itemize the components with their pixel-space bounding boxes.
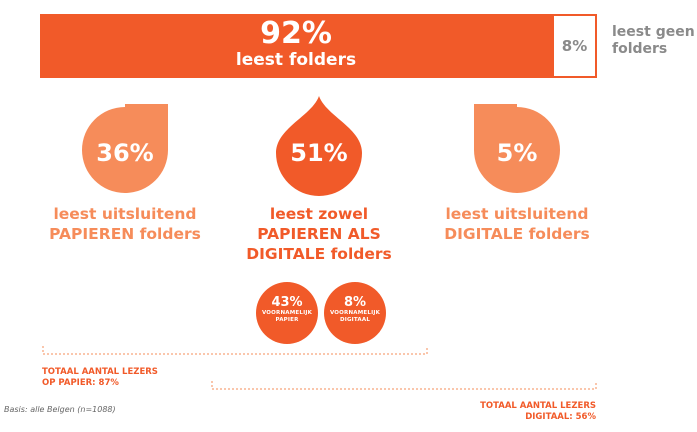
total-paper-line2: OP PAPIER: 87% xyxy=(42,378,119,388)
drop-both-percentage: 51% xyxy=(290,139,348,167)
label-digital-only-line1: leest uitsluitend xyxy=(445,205,589,223)
label-both: leest zowel PAPIEREN ALS DIGITALE folder… xyxy=(222,204,416,264)
label-both-line2: PAPIEREN ALS xyxy=(257,225,381,243)
bracket-digital-total xyxy=(211,381,597,390)
drop-paper-only xyxy=(82,104,168,193)
bar-segment-non-readers: 8% xyxy=(552,14,597,78)
bar-segment-readers xyxy=(40,14,552,78)
circle-mainly-digital-line2: DIGITAAL xyxy=(339,317,371,323)
basis-note: Basis: alle Belgen (n=1088) xyxy=(4,405,116,414)
circle-mainly-paper-percentage: 43% xyxy=(271,295,303,310)
circle-mainly-paper-line2: PAPIER xyxy=(275,317,299,323)
circle-mainly-paper: 43% VOORNAMELIJK PAPIER xyxy=(256,282,318,344)
circle-mainly-digital: 8% VOORNAMELIJK DIGITAAL xyxy=(324,282,386,344)
total-digital-label: TOTAAL AANTAL LEZERS DIGITAAL: 56% xyxy=(440,401,596,423)
bar-readers-label: leest folders xyxy=(235,50,357,70)
label-paper-only-line2: PAPIEREN folders xyxy=(49,225,201,243)
drop-digital-only-percentage: 5% xyxy=(496,139,538,167)
drop-both xyxy=(276,96,362,196)
circle-mainly-digital-line1: VOORNAMELIJK xyxy=(329,310,381,316)
label-both-line1: leest zowel xyxy=(269,205,369,223)
label-digital-only-line2: DIGITALE folders xyxy=(444,225,590,243)
total-digital-line2: DIGITAAL: 56% xyxy=(525,412,596,422)
total-digital-line1: TOTAAL AANTAL LEZERS xyxy=(480,401,596,411)
non-readers-label-line2: folders xyxy=(612,41,668,57)
non-readers-label-line1: leest geen xyxy=(612,24,695,40)
non-readers-label: leest geen folders xyxy=(612,24,695,58)
circle-mainly-paper-line1: VOORNAMELIJK xyxy=(261,310,313,316)
drop-paper-only-percentage: 36% xyxy=(96,139,154,167)
bracket-paper-total xyxy=(42,346,428,355)
total-paper-line1: TOTAAL AANTAL LEZERS xyxy=(42,367,158,377)
total-paper-label: TOTAAL AANTAL LEZERS OP PAPIER: 87% xyxy=(42,367,158,389)
label-paper-only: leest uitsluitend PAPIEREN folders xyxy=(30,204,220,244)
label-both-line3: DIGITALE folders xyxy=(246,245,392,263)
drop-digital-only xyxy=(474,104,560,193)
bar-readers-percentage: 92% xyxy=(260,16,332,51)
label-paper-only-line1: leest uitsluitend xyxy=(53,205,197,223)
label-digital-only: leest uitsluitend DIGITALE folders xyxy=(420,204,614,244)
circle-mainly-digital-percentage: 8% xyxy=(343,295,367,310)
bar-non-readers-percentage: 8% xyxy=(561,37,588,55)
